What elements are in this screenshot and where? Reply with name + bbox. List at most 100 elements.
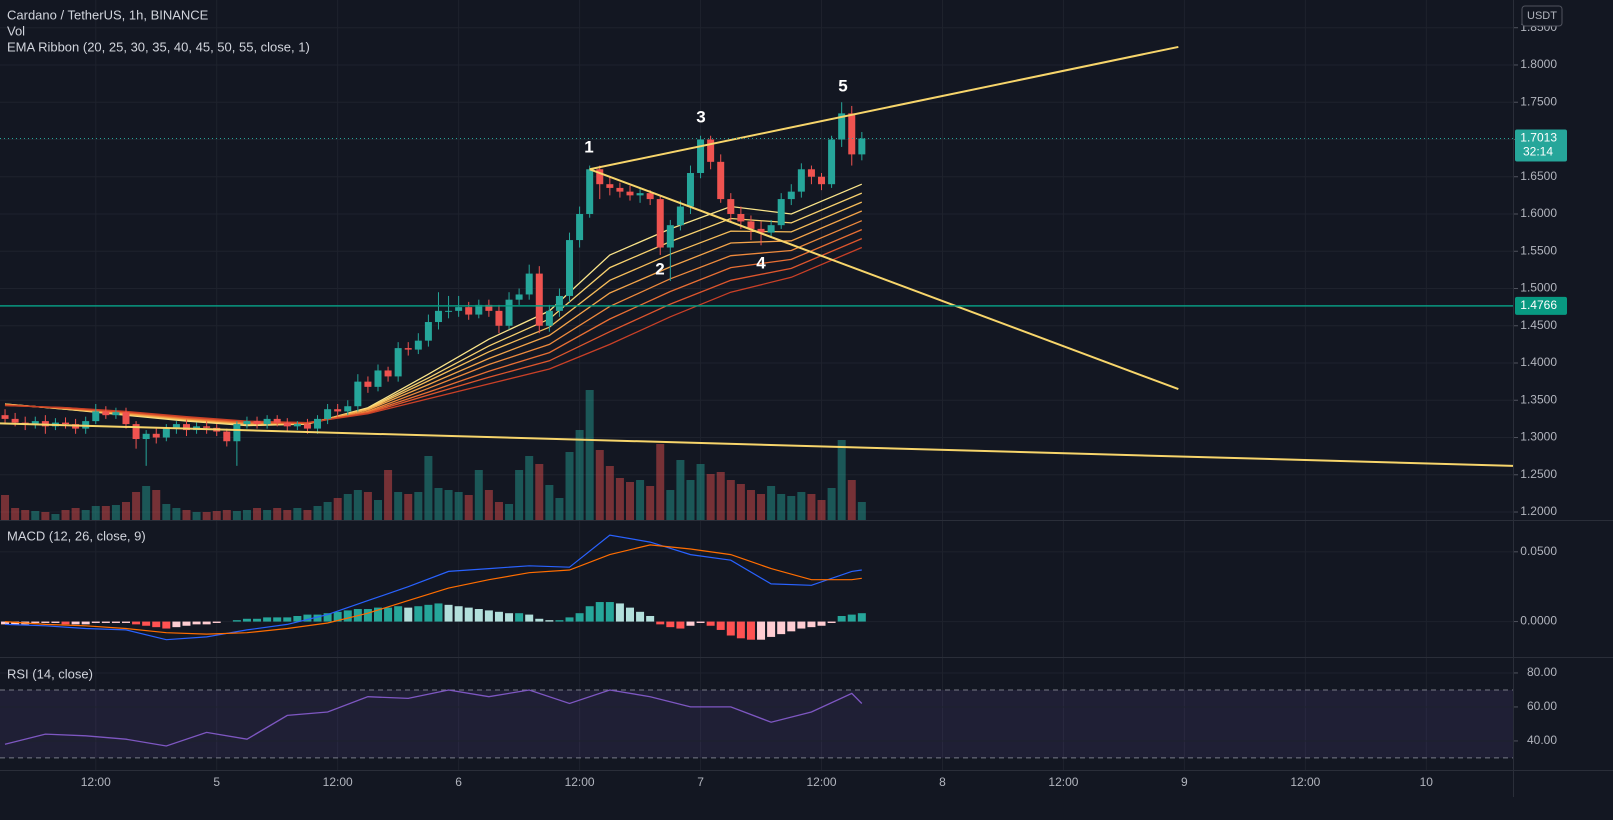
candle-body bbox=[646, 193, 654, 200]
macd-histogram-bar bbox=[837, 615, 846, 622]
candle-body bbox=[727, 199, 735, 214]
candle-body bbox=[606, 184, 614, 188]
candle-body bbox=[797, 169, 805, 192]
macd-histogram-bar bbox=[636, 611, 645, 622]
macd-histogram-bar bbox=[242, 618, 251, 622]
last-price-label: 1.7013 bbox=[1520, 131, 1557, 145]
volume-bar bbox=[696, 464, 705, 520]
volume-bar bbox=[746, 490, 755, 520]
trend-line bbox=[589, 45, 1179, 171]
volume-bar bbox=[394, 492, 403, 520]
volume-bar bbox=[263, 510, 272, 520]
macd-histogram-bar bbox=[716, 621, 725, 630]
candle-body bbox=[142, 433, 150, 440]
volume-bar bbox=[444, 490, 453, 520]
macd-histogram-bar bbox=[61, 621, 70, 625]
candle-body bbox=[354, 381, 362, 407]
volume-bar bbox=[474, 470, 483, 520]
currency-box[interactable] bbox=[1521, 5, 1563, 27]
x-tick-label: 9 bbox=[1181, 775, 1188, 789]
macd-histogram-bar bbox=[666, 621, 675, 628]
volume-bar bbox=[454, 492, 463, 520]
macd-histogram-bar bbox=[182, 621, 191, 626]
volume-bar bbox=[323, 502, 332, 520]
macd-histogram-bar bbox=[414, 606, 423, 622]
volume-bar bbox=[666, 490, 675, 520]
macd-histogram-bar bbox=[767, 621, 776, 637]
macd-histogram-bar bbox=[746, 621, 755, 640]
candle-body bbox=[152, 433, 160, 438]
candle-body bbox=[666, 225, 674, 248]
volume-bar bbox=[827, 488, 836, 520]
candle-body bbox=[434, 310, 442, 323]
candle-body bbox=[102, 411, 110, 416]
macd-histogram-bar bbox=[121, 621, 130, 623]
y-tick-label: 40.00 bbox=[1527, 733, 1557, 747]
macd-histogram-bar bbox=[11, 621, 20, 625]
volume-bar bbox=[142, 486, 151, 520]
x-tick-label: 10 bbox=[1420, 775, 1434, 789]
macd-histogram-bar bbox=[474, 609, 483, 622]
candle-body bbox=[223, 431, 231, 442]
volume-bar bbox=[676, 460, 685, 520]
y-tick-label: 1.3500 bbox=[1520, 392, 1557, 406]
volume-bar bbox=[71, 508, 80, 520]
candle-body bbox=[818, 176, 826, 185]
macd-histogram-bar bbox=[464, 607, 473, 622]
volume-bar bbox=[817, 500, 826, 520]
macd-histogram-bar bbox=[575, 613, 584, 622]
candle-body bbox=[203, 426, 211, 428]
ema-ribbon-line bbox=[4, 238, 863, 424]
x-tick-label: 12:00 bbox=[1290, 775, 1320, 789]
volume-bar bbox=[716, 472, 725, 520]
candle-body bbox=[314, 418, 322, 429]
macd-histogram-bar bbox=[283, 617, 292, 622]
candle-body bbox=[747, 221, 755, 229]
macd-histogram-bar bbox=[172, 621, 181, 628]
volume-bar bbox=[656, 444, 665, 520]
macd-histogram-bar bbox=[545, 620, 554, 622]
volume-bar bbox=[51, 514, 60, 520]
volume-bar bbox=[686, 480, 695, 520]
candle-body bbox=[505, 299, 513, 326]
candle-body bbox=[394, 348, 402, 377]
volume-bar bbox=[232, 511, 241, 520]
x-tick-label: 6 bbox=[455, 775, 462, 789]
x-tick-label: 12:00 bbox=[565, 775, 595, 789]
candle-body bbox=[374, 370, 382, 387]
macd-histogram-bar bbox=[807, 621, 816, 628]
candle-body bbox=[717, 161, 725, 200]
macd-histogram-bar bbox=[515, 613, 524, 622]
candle-body bbox=[566, 240, 574, 296]
candle-body bbox=[445, 310, 453, 312]
macd-histogram-bar bbox=[787, 621, 796, 632]
volume-bar bbox=[1, 495, 10, 520]
volume-bar bbox=[787, 496, 796, 520]
candle-body bbox=[737, 213, 745, 222]
macd-histogram-bar bbox=[323, 613, 332, 622]
volume-bar bbox=[605, 466, 614, 520]
volume-bar bbox=[31, 511, 40, 520]
candle-body bbox=[132, 424, 140, 440]
plot-layer: 12:00 5 12:00 6 12:00 7 12:00 8 12:00 9 12:00 10 1.2… bbox=[0, 0, 1567, 789]
y-tick-label: 1.3000 bbox=[1520, 430, 1557, 444]
candle-body bbox=[586, 169, 594, 214]
macd-histogram-bar bbox=[202, 621, 211, 625]
macd-histogram-bar bbox=[777, 621, 786, 635]
y-tick-label: 1.2000 bbox=[1520, 504, 1557, 518]
macd-histogram-bar bbox=[212, 621, 221, 623]
wave-label: 1 bbox=[584, 137, 593, 156]
volume-bar bbox=[293, 508, 302, 520]
volume-bar bbox=[847, 480, 856, 520]
macd-histogram-bar bbox=[273, 617, 282, 622]
candle-body bbox=[324, 409, 332, 419]
macd-histogram-bar bbox=[232, 620, 241, 622]
macd-histogram-bar bbox=[404, 607, 413, 622]
y-tick-label: 80.00 bbox=[1527, 665, 1557, 679]
macd-histogram-bar bbox=[444, 604, 453, 622]
volume-bar bbox=[515, 470, 524, 520]
candle-body bbox=[828, 139, 836, 185]
currency-label[interactable]: USDT bbox=[1527, 10, 1557, 22]
